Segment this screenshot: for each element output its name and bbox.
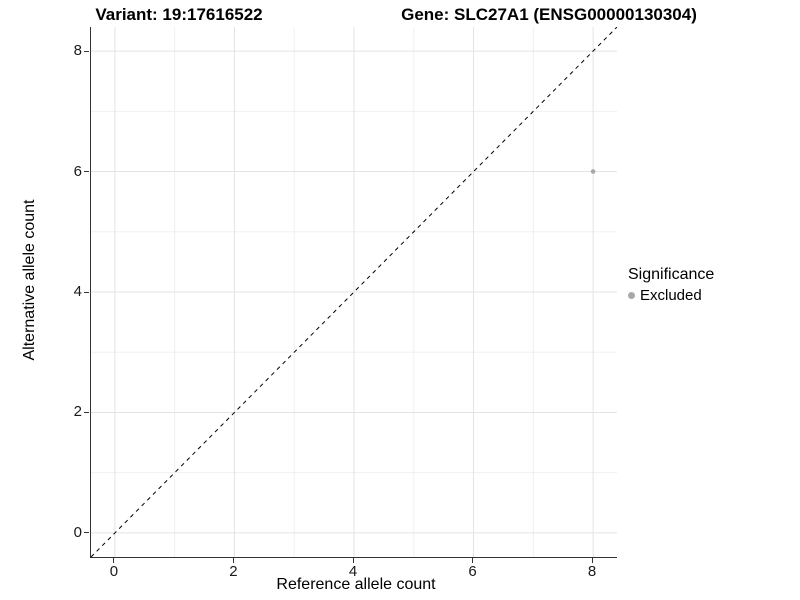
y-tick-mark bbox=[84, 50, 89, 52]
x-tick-label: 0 bbox=[109, 563, 119, 580]
x-tick-mark bbox=[113, 558, 115, 563]
legend: Significance Excluded bbox=[628, 266, 714, 304]
y-tick-label: 4 bbox=[73, 283, 82, 300]
legend-item-label: Excluded bbox=[640, 287, 702, 304]
legend-title: Significance bbox=[628, 266, 715, 283]
y-tick-mark bbox=[84, 532, 89, 534]
plot-panel-svg bbox=[91, 27, 617, 557]
x-tick-label: 2 bbox=[229, 563, 238, 580]
y-tick-label: 0 bbox=[73, 523, 82, 541]
legend-point-icon bbox=[628, 292, 635, 299]
x-tick-label: 6 bbox=[468, 563, 477, 580]
y-tick-label: 2 bbox=[73, 403, 82, 421]
gene-title: Gene: SLC27A1 (ENSG00000130304) bbox=[401, 5, 697, 24]
y-axis-title: Alternative allele count bbox=[21, 199, 38, 361]
x-axis-title: Reference allele count bbox=[276, 576, 436, 593]
y-tick-mark bbox=[84, 171, 89, 173]
x-tick-mark bbox=[232, 558, 234, 563]
y-tick-label: 6 bbox=[73, 162, 82, 180]
y-tick-mark bbox=[84, 411, 89, 413]
y-tick-mark bbox=[84, 291, 89, 293]
legend-item-excluded: Excluded bbox=[628, 287, 714, 304]
variant-title: Variant: 19:17616522 bbox=[95, 5, 263, 24]
x-tick-label: 4 bbox=[348, 563, 358, 580]
y-tick-label: 8 bbox=[73, 42, 82, 60]
x-tick-label: 8 bbox=[587, 563, 597, 580]
x-tick-mark bbox=[352, 558, 354, 563]
x-tick-mark bbox=[591, 558, 593, 563]
x-tick-mark bbox=[472, 558, 474, 563]
data-point bbox=[590, 169, 596, 174]
plot-panel bbox=[90, 27, 617, 558]
